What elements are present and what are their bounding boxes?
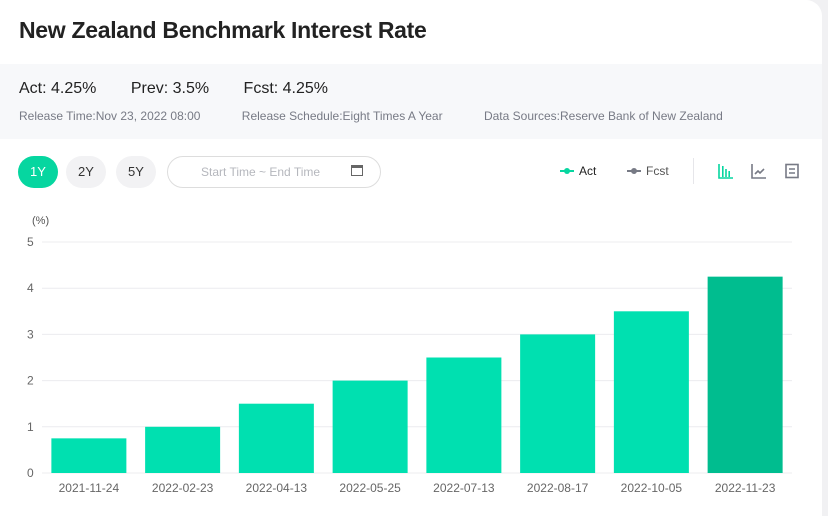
x-tick-label: 2022-08-17	[527, 481, 589, 495]
bar-2021-11-24[interactable]	[51, 438, 127, 473]
divider	[693, 158, 694, 184]
range-2y-button[interactable]: 2Y	[66, 156, 106, 188]
data-sources: Data Sources:Reserve Bank of New Zealand	[483, 109, 723, 123]
release-time: Release Time:Nov 23, 2022 08:00	[19, 109, 201, 123]
table-icon[interactable]	[784, 163, 800, 179]
x-tick-label: 2022-05-25	[339, 481, 401, 495]
bar-2022-10-05[interactable]	[613, 311, 689, 473]
line-chart-icon[interactable]	[751, 163, 767, 179]
range-5y-button[interactable]: 5Y	[116, 156, 156, 188]
range-1y-button[interactable]: 1Y	[18, 156, 58, 188]
legend-fcst[interactable]: Fcst	[627, 164, 669, 178]
calendar-icon[interactable]	[351, 165, 363, 176]
bar-2022-02-23[interactable]	[145, 426, 221, 473]
release-schedule: Release Schedule:Eight Times A Year	[241, 109, 443, 123]
bar-2022-08-17[interactable]	[520, 334, 596, 473]
summary-panel: Act: 4.25% Prev: 3.5% Fcst: 4.25% Releas…	[0, 64, 822, 139]
y-tick-label: 5	[27, 235, 34, 249]
x-tick-label: 2022-07-13	[433, 481, 495, 495]
y-tick-label: 2	[27, 374, 34, 388]
x-tick-label: 2022-02-23	[152, 481, 214, 495]
legend-fcst-marker-icon	[627, 168, 641, 174]
x-tick-label: 2022-10-05	[621, 481, 683, 495]
x-tick-label: 2022-11-23	[715, 481, 776, 495]
bar-2022-04-13[interactable]	[238, 403, 314, 473]
x-tick-label: 2021-11-24	[59, 481, 120, 495]
x-tick-label: 2022-04-13	[246, 481, 308, 495]
date-range-input[interactable]: Start Time ~ End Time	[167, 156, 381, 188]
bar-2022-11-23[interactable]	[707, 276, 783, 473]
legend-act-marker-icon	[560, 168, 574, 174]
y-axis-unit: (%)	[32, 215, 49, 227]
y-tick-label: 4	[27, 281, 34, 295]
bar-chart-icon[interactable]	[718, 163, 734, 179]
page-title: New Zealand Benchmark Interest Rate	[19, 17, 427, 43]
bar-2022-05-25[interactable]	[332, 380, 408, 473]
legend-act[interactable]: Act	[560, 164, 596, 178]
actual-value: Act: 4.25%	[19, 80, 97, 97]
y-tick-label: 0	[27, 466, 34, 480]
previous-value: Prev: 3.5%	[130, 80, 210, 97]
date-range-placeholder: Start Time ~ End Time	[201, 165, 321, 179]
y-tick-label: 3	[27, 327, 34, 341]
forecast-value: Fcst: 4.25%	[243, 80, 329, 97]
bar-2022-07-13[interactable]	[426, 357, 502, 474]
legend-fcst-label: Fcst	[646, 164, 669, 178]
y-tick-label: 1	[27, 420, 34, 434]
legend-act-label: Act	[579, 164, 597, 178]
